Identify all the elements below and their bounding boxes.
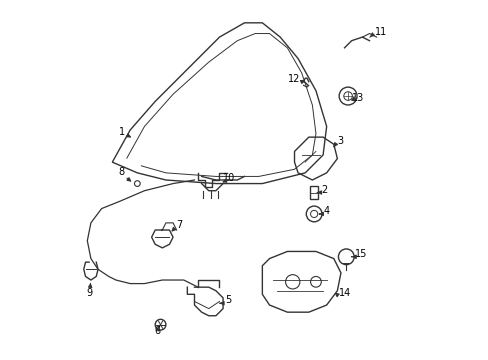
Text: 5: 5 bbox=[224, 295, 231, 305]
Text: 14: 14 bbox=[339, 288, 351, 298]
Text: 4: 4 bbox=[323, 206, 329, 216]
Text: 9: 9 bbox=[86, 288, 92, 298]
Text: 7: 7 bbox=[176, 220, 183, 230]
Text: 10: 10 bbox=[223, 173, 235, 183]
Text: 2: 2 bbox=[321, 185, 327, 194]
Text: 15: 15 bbox=[354, 249, 367, 259]
Text: 13: 13 bbox=[351, 93, 363, 103]
Text: 8: 8 bbox=[118, 167, 124, 177]
Bar bbox=[309, 186, 318, 199]
Text: 3: 3 bbox=[337, 136, 343, 146]
Text: 6: 6 bbox=[154, 326, 160, 336]
Text: 11: 11 bbox=[374, 27, 386, 37]
Text: 12: 12 bbox=[287, 74, 299, 84]
Text: 1: 1 bbox=[119, 127, 124, 138]
